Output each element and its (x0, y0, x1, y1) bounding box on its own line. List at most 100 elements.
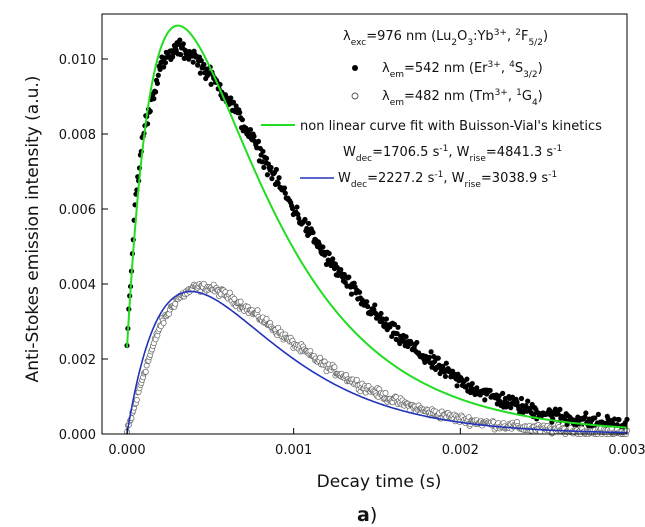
plot-data (124, 24, 630, 437)
er-data-point (428, 349, 434, 355)
sub: 5/2 (528, 38, 542, 48)
text: O (457, 29, 467, 44)
er-data-point (469, 380, 475, 387)
er-data-point (296, 215, 302, 221)
er-data-point (247, 126, 254, 133)
er-data-point (197, 70, 203, 76)
panel-label: a) (357, 504, 377, 526)
tm-data-point (237, 298, 244, 305)
er-data-point (161, 64, 167, 70)
er-data-point (198, 58, 204, 64)
er-data-point (414, 339, 420, 346)
er-data-point (496, 393, 502, 399)
er-data-point (595, 411, 601, 417)
sub: rise (464, 180, 481, 190)
text: F (521, 29, 528, 44)
tm-series-points (124, 280, 630, 437)
lambda: λ (382, 89, 390, 104)
text: =2227.2 s (367, 171, 435, 186)
er-data-point (518, 395, 525, 402)
text: W (343, 145, 356, 160)
text: ) (538, 61, 543, 76)
er-data-point (195, 62, 201, 68)
er-series-points (124, 37, 630, 437)
er-data-point (508, 405, 514, 411)
y-axis-ticks: 0.000 0.002 0.004 0.006 0.008 0.010 (59, 53, 108, 443)
lambda: λ (382, 61, 390, 76)
er-data-point (269, 175, 275, 182)
legend: λexc=976 nm (Lu2O3:Yb3+, 2F5/2) λem=542 … (261, 28, 602, 190)
text: ) (543, 29, 548, 44)
er-data-point (372, 302, 378, 308)
er-data-point (255, 138, 262, 144)
x-axis-ticks: 0.000 0.001 0.002 0.003 (108, 428, 645, 458)
er-data-point (151, 96, 157, 102)
er-data-point (178, 51, 184, 58)
er-data-point (282, 190, 288, 196)
er-data-point (228, 95, 234, 101)
text: W (338, 171, 351, 186)
tm-data-point (331, 364, 338, 371)
tm-data-point (382, 390, 389, 396)
er-data-point (239, 117, 245, 123)
er-data-point (426, 354, 432, 360)
er-data-point (500, 390, 506, 396)
er-data-point (583, 410, 589, 416)
er-data-point (383, 316, 389, 322)
er-data-point (364, 299, 370, 305)
text: S (515, 61, 523, 76)
er-data-point (380, 316, 386, 322)
text: , (501, 61, 509, 76)
text: , W (448, 145, 469, 160)
er-data-point (348, 291, 355, 297)
tm-data-point (226, 289, 233, 296)
legend-er-text: λem=542 nm (Er3+, 4S3/2) (382, 60, 543, 80)
text: ) (538, 89, 543, 104)
sup: -1 (434, 170, 443, 180)
er-data-point (154, 80, 161, 86)
er-data-point (237, 109, 243, 116)
er-data-point (482, 397, 488, 403)
er-data-point (201, 61, 207, 68)
text: :Yb (473, 29, 494, 44)
er-data-point (261, 164, 267, 171)
sup: -1 (439, 144, 448, 154)
tm-data-point (231, 295, 238, 302)
er-data-point (338, 266, 344, 273)
er-data-point (294, 204, 300, 210)
er-data-point (525, 398, 531, 404)
tm-data-point (133, 396, 140, 403)
x-tick-label: 0.001 (275, 443, 312, 458)
y-tick-label: 0.004 (59, 278, 96, 293)
er-data-point (403, 334, 409, 340)
er-data-point (346, 274, 352, 280)
x-tick-label: 0.003 (608, 443, 645, 458)
er-data-point (356, 289, 363, 295)
sup: 1 (516, 88, 522, 98)
axes: 0.000 0.001 0.002 0.003 0.0000.0020.0040.00… (59, 13, 645, 458)
er-data-point (435, 355, 441, 361)
er-data-point (275, 180, 281, 186)
er-data-point (547, 408, 553, 414)
er-data-point (251, 133, 257, 139)
er-data-point (177, 37, 183, 43)
sub: 3/2 (523, 70, 537, 80)
er-data-point (326, 250, 332, 257)
legend-green-params: Wdec=1706.5 s-1, Wrise=4841.3 s-1 (343, 144, 562, 164)
er-data-point (320, 244, 326, 250)
text: =976 nm (Lu (366, 29, 451, 44)
blue-fit-curve (126, 290, 628, 435)
er-data-point (289, 205, 296, 212)
text: =542 nm (Er (404, 61, 488, 76)
y-axis-title: Anti-Stokes emission intensity (a.u.) (23, 76, 43, 383)
tm-data-point (254, 307, 261, 314)
legend-tm-text: λem=482 nm (Tm3+, 1G4) (382, 88, 543, 108)
er-data-point (310, 229, 316, 236)
sup: 3+ (495, 88, 508, 98)
er-data-point (264, 172, 271, 178)
er-data-point (365, 303, 371, 310)
y-tick-label: 0.006 (59, 203, 96, 218)
er-data-point (316, 241, 322, 247)
tm-data-point (263, 315, 270, 322)
